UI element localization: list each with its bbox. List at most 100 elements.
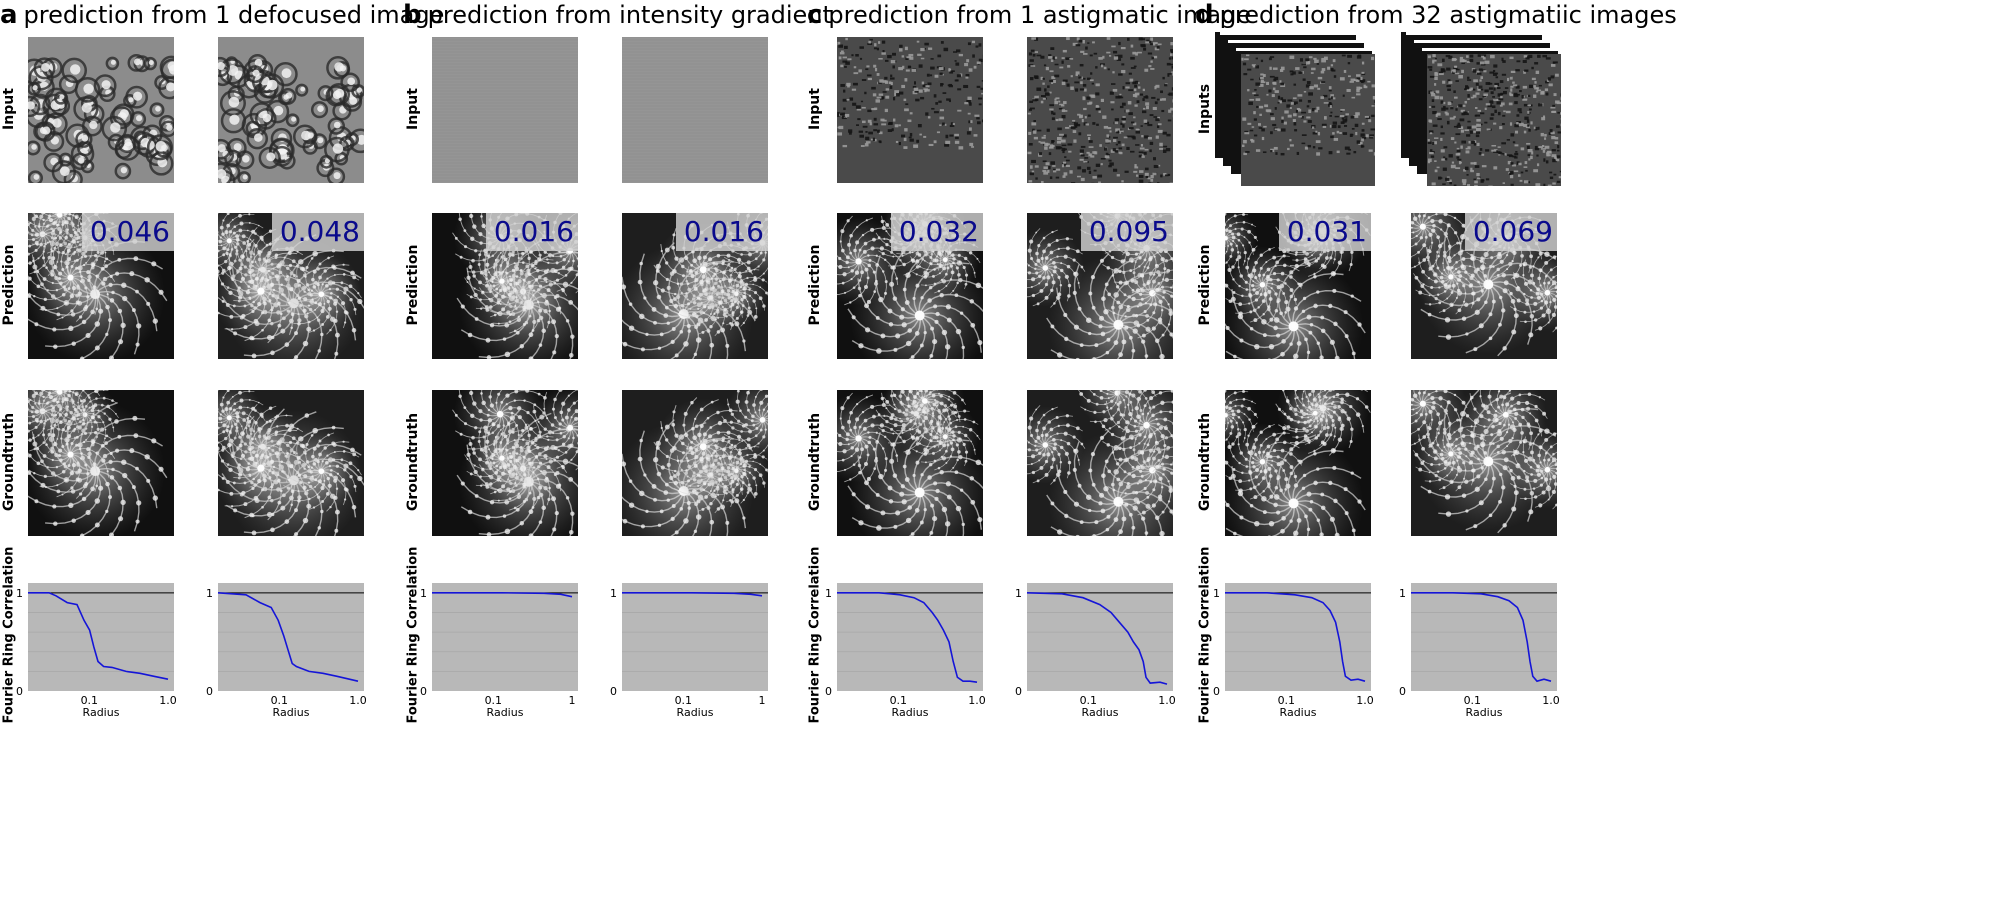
- error-score: 0.016: [675, 213, 768, 251]
- y-tick-label: 1: [206, 587, 213, 600]
- frc-curve: [622, 592, 763, 597]
- panel-header-a: a prediction from 1 defocused image: [0, 0, 444, 30]
- row-label-groundtruth: Groundtruth: [1197, 412, 1213, 512]
- row-label-input: Input: [807, 88, 823, 130]
- input-image: [622, 37, 768, 183]
- panel-header-d: d prediction from 32 astigmatiic images: [1195, 0, 1677, 30]
- row-label-groundtruth: Groundtruth: [807, 412, 823, 512]
- frc-curve: [432, 592, 573, 598]
- groundtruth-image: [432, 390, 578, 536]
- row-label-input: Inputs: [1197, 83, 1213, 135]
- row-label-prediction: Prediction: [1197, 244, 1213, 326]
- input-image: [218, 37, 364, 183]
- frc-curve: [217, 592, 359, 682]
- x-tick-label: 1.0: [349, 694, 367, 707]
- row-label-prediction: Prediction: [405, 244, 421, 326]
- x-axis-label: Radius: [677, 706, 714, 718]
- x-tick-label: 1: [569, 694, 576, 707]
- x-tick-label: 1.0: [968, 694, 986, 707]
- frc-plot-area: [1225, 583, 1371, 691]
- panel-letter: b: [403, 0, 422, 30]
- x-axis-label: Radius: [273, 706, 310, 718]
- input-image-stack: [1215, 32, 1377, 188]
- frc-plot-area: [837, 583, 983, 691]
- error-score: 0.095: [1080, 213, 1173, 251]
- y-tick-label: 0: [1015, 685, 1022, 698]
- x-axis-label: Radius: [1466, 706, 1503, 718]
- panel-letter: d: [1195, 0, 1214, 30]
- row-label-input: Input: [1, 88, 17, 130]
- frc-curve: [1411, 592, 1552, 683]
- x-tick-label: 0.1: [485, 694, 503, 707]
- panel-title: prediction from 1 astigmatic image: [828, 1, 1252, 29]
- error-score: 0.046: [81, 213, 174, 251]
- groundtruth-image: [218, 390, 364, 536]
- prediction-image: 0.046: [28, 213, 174, 359]
- groundtruth-image: [837, 390, 983, 536]
- x-tick-label: 1: [759, 694, 766, 707]
- input-image: [28, 37, 174, 183]
- frc-curve: [837, 592, 978, 683]
- y-tick-label: 0: [420, 685, 427, 698]
- x-tick-label: 0.1: [1080, 694, 1098, 707]
- input-image: [432, 37, 578, 183]
- y-tick-label: 1: [825, 587, 832, 600]
- input-image: [1027, 37, 1173, 183]
- x-tick-label: 0.1: [890, 694, 908, 707]
- row-label-prediction: Prediction: [1, 244, 17, 326]
- x-tick-label: 1.0: [1158, 694, 1176, 707]
- x-tick-label: 1.0: [159, 694, 177, 707]
- y-tick-label: 0: [16, 685, 23, 698]
- frc-chart: 0 1 0.1 1.0 Radius: [809, 573, 999, 718]
- row-label-input: Input: [405, 88, 421, 130]
- stack-top-image: [1427, 54, 1563, 188]
- y-tick-label: 0: [825, 685, 832, 698]
- y-tick-label: 0: [610, 685, 617, 698]
- row-label-groundtruth: Groundtruth: [1, 412, 17, 512]
- frc-plot-area: [432, 583, 578, 691]
- prediction-image: 0.031: [1225, 213, 1371, 359]
- x-axis-label: Radius: [892, 706, 929, 718]
- panel-letter: c: [807, 0, 823, 30]
- error-score: 0.031: [1278, 213, 1371, 251]
- prediction-image: 0.016: [432, 213, 578, 359]
- frc-chart: 0 1 0.1 1.0 Radius: [0, 573, 190, 718]
- panel-title: prediction from 32 astigmatiic images: [1219, 1, 1677, 29]
- groundtruth-image: [1411, 390, 1557, 536]
- y-tick-label: 1: [420, 587, 427, 600]
- row-label-groundtruth: Groundtruth: [405, 412, 421, 512]
- y-tick-label: 1: [1213, 587, 1220, 600]
- frc-chart: 0 1 0.1 1.0 Radius: [999, 573, 1189, 718]
- frc-plot-area: [28, 583, 174, 691]
- row-label-prediction: Prediction: [807, 244, 823, 326]
- y-tick-label: 1: [1015, 587, 1022, 600]
- x-tick-label: 1.0: [1542, 694, 1560, 707]
- frc-plot-area: [218, 583, 364, 691]
- prediction-image: 0.069: [1411, 213, 1557, 359]
- error-score: 0.032: [890, 213, 983, 251]
- x-tick-label: 0.1: [81, 694, 99, 707]
- y-tick-label: 0: [1399, 685, 1406, 698]
- y-tick-label: 1: [16, 587, 23, 600]
- x-axis-label: Radius: [83, 706, 120, 718]
- x-tick-label: 0.1: [675, 694, 693, 707]
- error-score: 0.069: [1464, 213, 1557, 251]
- x-axis-label: Radius: [487, 706, 524, 718]
- panel-letter: a: [0, 0, 18, 30]
- x-tick-label: 0.1: [271, 694, 289, 707]
- y-tick-label: 1: [1399, 587, 1406, 600]
- y-tick-label: 0: [1213, 685, 1220, 698]
- x-axis-label: Radius: [1280, 706, 1317, 718]
- error-score: 0.016: [485, 213, 578, 251]
- groundtruth-image: [28, 390, 174, 536]
- frc-curve: [1225, 592, 1366, 682]
- y-tick-label: 1: [610, 587, 617, 600]
- frc-chart: 0 1 0.1 1 Radius: [594, 573, 784, 718]
- y-tick-label: 0: [206, 685, 213, 698]
- prediction-image: 0.032: [837, 213, 983, 359]
- frc-plot-area: [622, 583, 768, 691]
- frc-curve: [1026, 592, 1168, 685]
- prediction-image: 0.048: [218, 213, 364, 359]
- x-tick-label: 0.1: [1278, 694, 1296, 707]
- frc-curve: [28, 592, 169, 680]
